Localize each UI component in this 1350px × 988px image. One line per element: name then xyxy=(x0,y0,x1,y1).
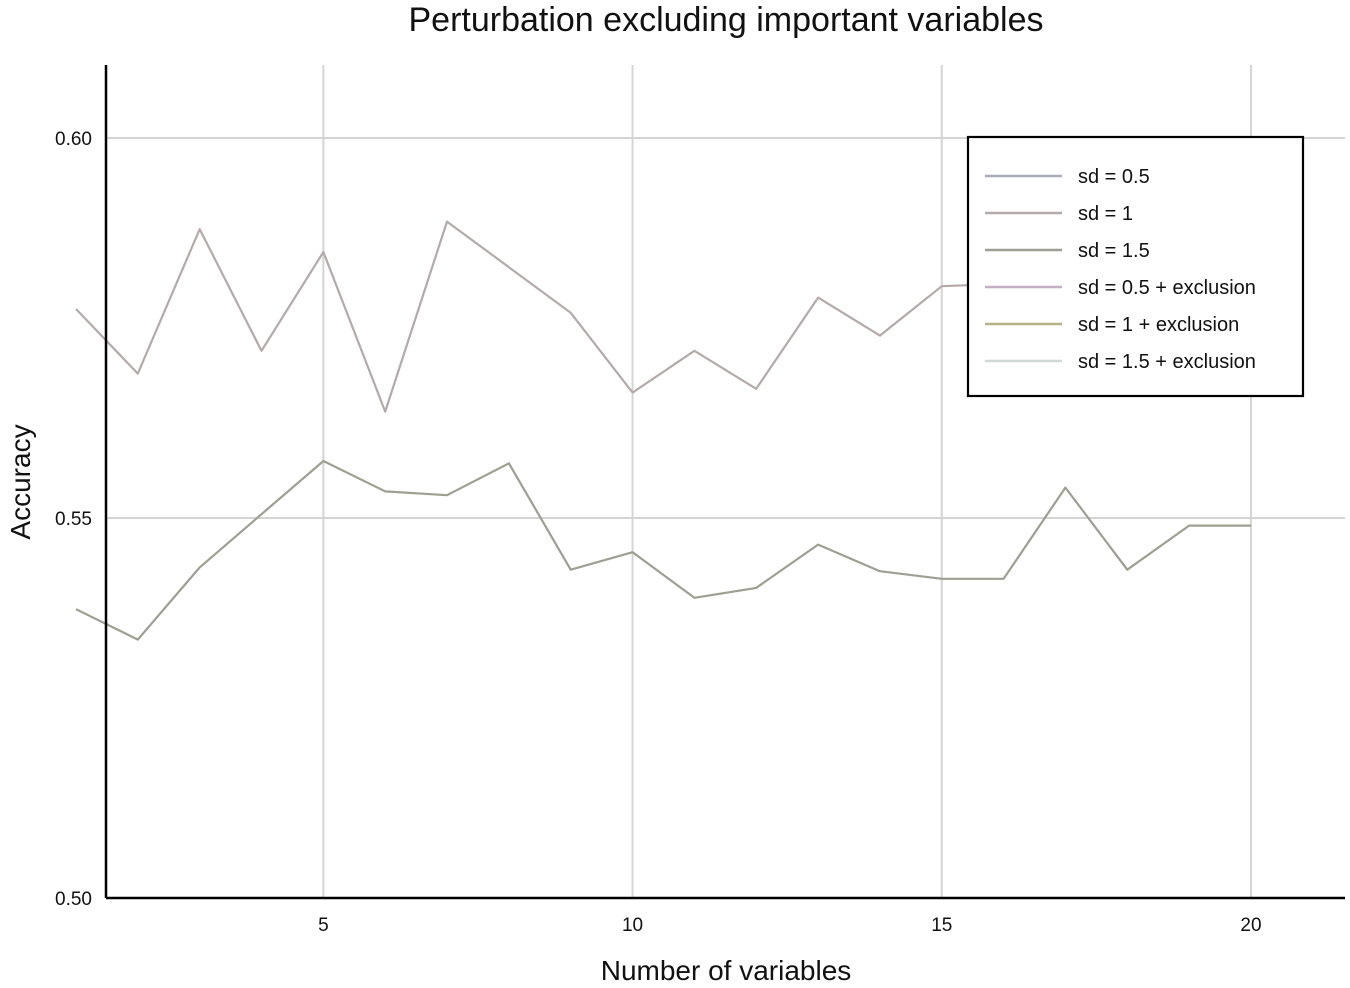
legend-entry-label: sd = 0.5 + exclusion xyxy=(1078,277,1256,299)
tick-labels: 0.500.550.600.650.705101520 xyxy=(55,129,1262,936)
legend-box xyxy=(966,135,1305,398)
y-tick-label: 0.60 xyxy=(55,129,92,150)
x-tick-label: 20 xyxy=(1240,915,1261,936)
chart-title: Perturbation excluding important variabl… xyxy=(408,1,1043,39)
legend-entry-label: sd = 1 + exclusion xyxy=(1078,314,1239,336)
y-axis-label: Accuracy xyxy=(5,424,36,539)
y-tick-label: 0.55 xyxy=(55,509,92,530)
y-tick-label: 0.50 xyxy=(55,889,92,910)
series-line-3 xyxy=(75,459,1251,641)
legend-entry-label: sd = 1 xyxy=(1078,203,1133,225)
axes xyxy=(104,65,1345,900)
legend-entry-label: sd = 1.5 xyxy=(1078,240,1150,262)
x-tick-label: 10 xyxy=(622,915,643,936)
legend-entry-label: sd = 0.5 xyxy=(1078,166,1150,188)
x-tick-label: 15 xyxy=(931,915,952,936)
legend-entry-label: sd = 1.5 + exclusion xyxy=(1078,351,1256,373)
x-tick-label: 5 xyxy=(318,915,329,936)
legend: sd = 0.5 sd = 1 sd = 1.5 sd = 0.5 + exclusi… xyxy=(966,135,1305,398)
grid-lines xyxy=(106,65,1345,898)
x-axis-label: Number of variables xyxy=(601,955,852,986)
